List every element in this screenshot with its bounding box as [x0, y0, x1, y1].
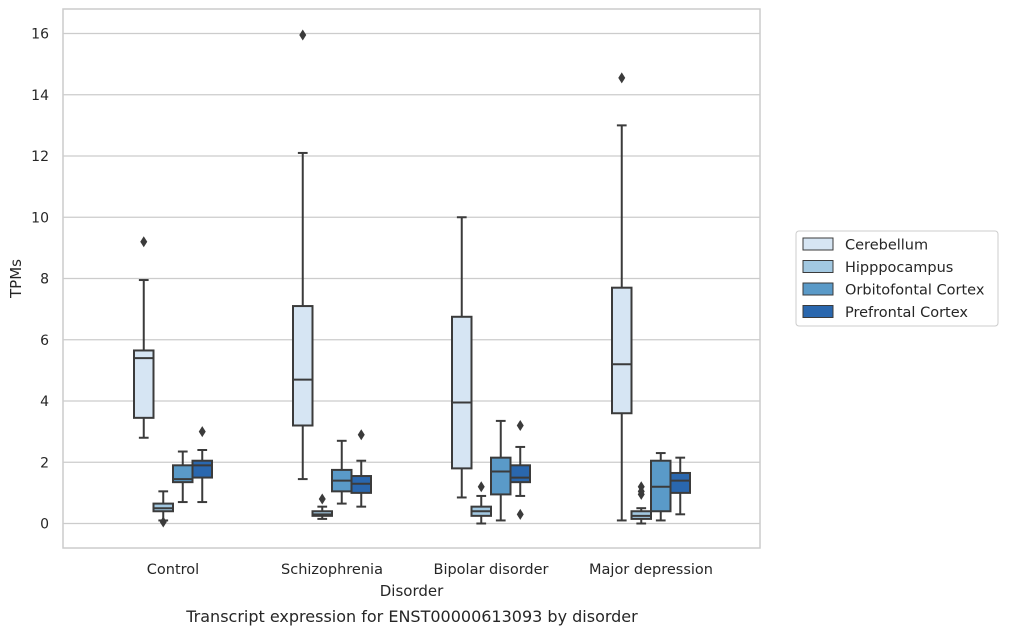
- box-iqr: [611, 286, 633, 415]
- legend-label: Prefrontal Cortex: [845, 305, 968, 321]
- legend-item: Prefrontal Cortex: [802, 305, 968, 321]
- box-prefrontal-cortex-2: [509, 420, 531, 520]
- y-tick-label: 2: [40, 455, 49, 471]
- box-groups: [133, 29, 691, 528]
- legend-label: Cerebellum: [845, 238, 928, 254]
- outlier-point: [140, 236, 148, 248]
- box-iqr: [509, 464, 531, 484]
- x-axis-label: Disorder: [380, 582, 444, 600]
- plot-frame: [62, 8, 761, 549]
- box-iqr: [133, 349, 155, 419]
- legend-frame: [795, 230, 999, 327]
- x-tick-label: Schizophrenia: [281, 562, 383, 578]
- legend-swatch: [802, 237, 834, 251]
- box-prefrontal-cortex-0: [191, 426, 213, 504]
- box-cerebellum-2: [451, 216, 473, 499]
- box-orbitofontal-cortex-1: [331, 439, 353, 505]
- y-tick-label: 14: [31, 88, 49, 104]
- chart-caption: Transcript expression for ENST0000061309…: [185, 607, 638, 626]
- y-axis-label: TPMs: [7, 259, 25, 299]
- legend-swatch: [802, 305, 834, 318]
- x-tick-label: Major depression: [589, 562, 713, 578]
- y-tick-label: 16: [31, 27, 49, 43]
- box-iqr: [292, 305, 314, 427]
- box-orbitofontal-cortex-0: [172, 450, 194, 504]
- box-hipppocampus-3: [630, 481, 652, 525]
- box-orbitofontal-cortex-2: [490, 419, 512, 522]
- box-cerebellum-3: [611, 72, 633, 522]
- x-axis-ticks: Control Schizophrenia Bipolar disorder Majo…: [147, 562, 713, 578]
- y-tick-label: 12: [31, 149, 49, 165]
- box-cerebellum-1: [292, 29, 314, 481]
- legend-item: Cerebellum: [802, 237, 928, 254]
- legend-label: Orbitofontal Cortex: [845, 283, 985, 299]
- outlier-point: [198, 426, 206, 438]
- outlier-point: [637, 481, 645, 493]
- outlier-point: [159, 516, 167, 528]
- box-orbitofontal-cortex-3: [650, 452, 672, 522]
- legend: Cerebellum Hipppocampus Orbitofontal Corte…: [795, 230, 999, 327]
- x-tick-label: Bipolar disorder: [434, 562, 549, 578]
- outlier-point: [299, 29, 307, 41]
- outlier-point: [516, 420, 524, 431]
- legend-label: Hipppocampus: [845, 260, 953, 276]
- y-tick-label: 10: [31, 210, 49, 226]
- box-prefrontal-cortex-1: [350, 429, 372, 508]
- legend-item: Orbitofontal Cortex: [802, 282, 985, 299]
- y-tick-label: 4: [40, 394, 49, 410]
- y-axis-ticks: 0 2 4 6 8 10 12 14 16: [31, 27, 49, 533]
- legend-swatch: [802, 282, 834, 296]
- y-tick-label: 8: [40, 272, 49, 288]
- outlier-point: [477, 481, 485, 493]
- box-iqr: [669, 471, 691, 494]
- grid-lines: [63, 32, 760, 525]
- outlier-point: [357, 429, 365, 441]
- box-iqr: [490, 456, 512, 496]
- y-tick-label: 0: [40, 517, 49, 533]
- box-iqr: [191, 459, 213, 479]
- box-hipppocampus-1: [311, 493, 333, 520]
- box-cerebellum-0: [133, 236, 155, 439]
- legend-item: Hipppocampus: [802, 260, 953, 276]
- box-prefrontal-cortex-3: [669, 456, 691, 516]
- box-iqr: [451, 315, 473, 470]
- legend-swatch: [802, 260, 834, 273]
- box-hipppocampus-2: [470, 481, 492, 525]
- box-hipppocampus-0: [152, 490, 174, 528]
- outlier-point: [318, 493, 326, 505]
- outlier-point: [618, 72, 626, 84]
- outlier-point: [516, 508, 524, 520]
- x-tick-label: Control: [147, 562, 199, 578]
- y-tick-label: 6: [40, 333, 49, 349]
